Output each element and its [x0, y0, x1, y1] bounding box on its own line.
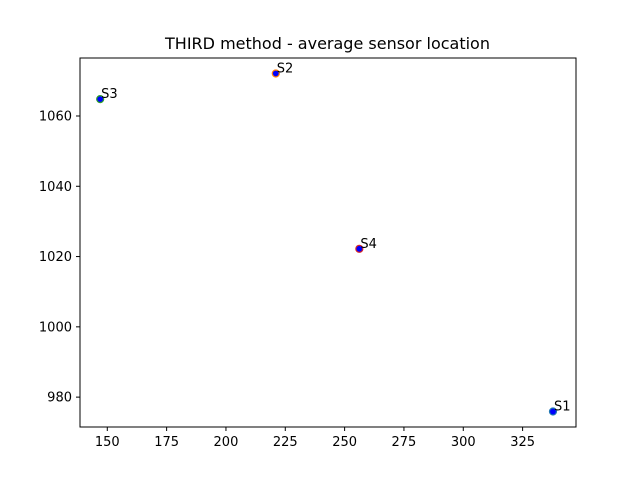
data-point-label: S4 [360, 237, 377, 252]
x-tick-label: 300 [451, 435, 476, 450]
data-point-marker [548, 407, 558, 416]
x-axis: 150 175 200 225 250 275 300 325 [95, 427, 535, 450]
y-tick-label: 1020 [39, 250, 72, 265]
y-tick-label: 980 [47, 391, 72, 406]
data-point-label: S3 [101, 87, 118, 102]
data-point-marker [96, 95, 105, 104]
x-tick-label: 175 [154, 435, 179, 450]
x-tick-label: 225 [273, 435, 298, 450]
plot-area-frame [79, 57, 577, 428]
x-tick-label: 150 [95, 435, 120, 450]
data-point-marker [271, 69, 280, 78]
chart-title: THIRD method - average sensor location [164, 34, 490, 53]
y-tick-label: 1000 [39, 320, 72, 335]
data-points: S1 S2 S3 S4 [96, 61, 571, 416]
y-tick-label: 1060 [39, 109, 72, 124]
y-tick-label: 1040 [39, 180, 72, 195]
x-tick-label: 325 [510, 435, 535, 450]
y-axis: 980 1000 1020 1040 1060 [39, 109, 80, 406]
data-point-label: S1 [554, 400, 571, 415]
data-point-label: S2 [277, 61, 294, 76]
x-tick-label: 275 [392, 435, 417, 450]
data-point-marker [355, 244, 364, 253]
x-tick-label: 200 [214, 435, 239, 450]
x-tick-label: 250 [332, 435, 357, 450]
